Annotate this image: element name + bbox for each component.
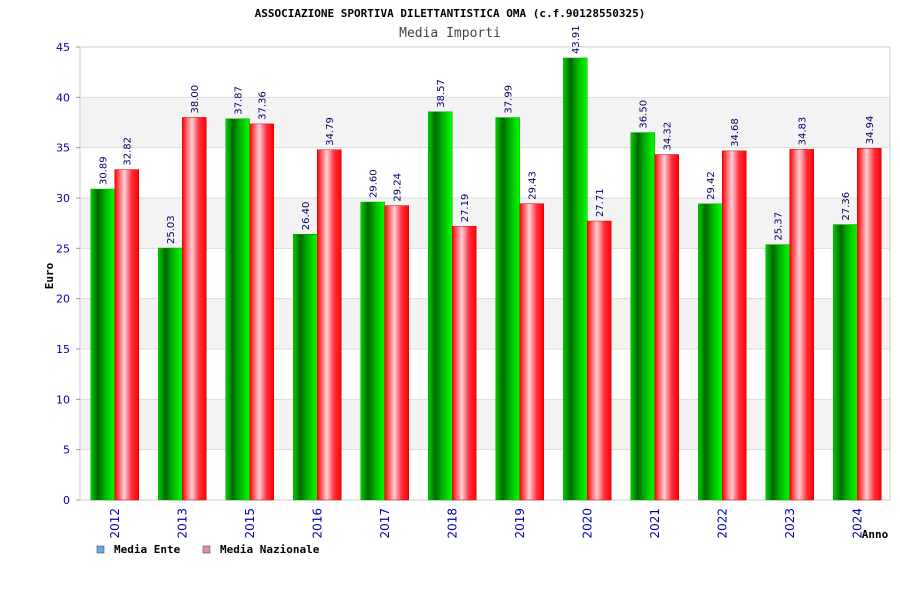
data-label-media-ente-2021: 36.50	[639, 100, 650, 129]
x-tick-label-2013: 2013	[175, 508, 189, 539]
data-label-media-ente-2012: 30.89	[99, 156, 110, 185]
bar-media-ente-2020	[563, 57, 588, 501]
bar-media-ente-2024	[833, 224, 858, 501]
data-label-media-ente-2013: 25.03	[166, 215, 177, 244]
data-label-media-ente-2015: 37.87	[234, 86, 245, 115]
bar-media-nazionale-2017	[384, 205, 409, 501]
bar-media-ente-2015	[225, 118, 250, 501]
plot-band	[80, 147, 890, 198]
bar-media-nazionale-2020	[587, 220, 612, 501]
y-axis-ticks: 0 5 10 15 20 25 30 35 40 45	[56, 41, 80, 507]
data-label-media-ente-2022: 29.42	[706, 171, 717, 200]
bar-media-ente-2017	[360, 201, 385, 501]
plot-band	[80, 97, 890, 148]
data-labels: 30.89 32.82 25.03 38.00 37.87 37.36 26.40 34.79…	[99, 25, 877, 244]
x-tick-label-2017: 2017	[378, 508, 392, 539]
bar-media-ente-2018	[428, 111, 453, 501]
bar-media-nazionale-2018	[452, 226, 477, 501]
legend: Media Ente Media Nazionale	[96, 543, 320, 556]
x-axis-label: Anno	[862, 528, 889, 541]
data-label-media-ente-2019: 37.99	[504, 85, 515, 114]
y-tick-label: 40	[56, 91, 70, 104]
bar-media-ente-2022	[698, 203, 723, 501]
x-tick-label-2018: 2018	[445, 508, 459, 539]
legend-label-media-ente: Media Ente	[114, 543, 181, 556]
plot-frame	[79, 46, 891, 501]
data-label-media-nazionale-2012: 32.82	[123, 137, 134, 166]
x-tick-label-2021: 2021	[648, 508, 662, 539]
legend-label-media-nazionale: Media Nazionale	[220, 543, 320, 556]
x-tick-label-2015: 2015	[243, 508, 257, 539]
data-label-media-nazionale-2013: 38.00	[190, 85, 201, 114]
x-tick-label-2019: 2019	[513, 508, 527, 539]
data-label-media-ente-2024: 27.36	[841, 192, 852, 221]
data-label-media-nazionale-2021: 34.32	[663, 122, 674, 151]
data-label-media-ente-2018: 38.57	[436, 79, 447, 108]
data-label-media-ente-2017: 29.60	[369, 169, 380, 198]
data-label-media-nazionale-2016: 34.79	[325, 117, 336, 146]
bar-media-ente-2021	[630, 132, 655, 501]
data-label-media-ente-2023: 25.37	[774, 212, 785, 241]
bar-media-nazionale-2022	[722, 150, 747, 501]
legend-swatch-media-ente	[96, 545, 105, 554]
y-axis-label: Euro	[43, 262, 56, 289]
y-tick-label: 0	[63, 494, 70, 507]
data-label-media-nazionale-2015: 37.36	[258, 91, 269, 120]
bar-media-nazionale-2023	[789, 149, 814, 501]
bar-media-nazionale-2021	[654, 154, 679, 501]
plot-band	[80, 399, 890, 450]
data-label-media-ente-2016: 26.40	[301, 202, 312, 231]
bar-media-nazionale-2012	[114, 169, 139, 501]
x-tick-label-2012: 2012	[108, 508, 122, 539]
data-label-media-nazionale-2023: 34.83	[798, 117, 809, 146]
data-label-media-ente-2020: 43.91	[571, 25, 582, 54]
bar-media-ente-2013	[158, 247, 183, 501]
bar-media-ente-2012	[90, 188, 115, 501]
x-tick-label-2024: 2024	[850, 508, 864, 539]
chart-title: ASSOCIAZIONE SPORTIVA DILETTANTISTICA OM…	[255, 7, 646, 20]
bar-media-nazionale-2019	[519, 203, 544, 501]
bar-media-nazionale-2013	[182, 117, 207, 501]
y-tick-label: 25	[56, 242, 70, 255]
data-label-media-nazionale-2022: 34.68	[730, 118, 741, 147]
x-tick-label-2022: 2022	[715, 508, 729, 539]
bar-media-ente-2019	[495, 117, 520, 501]
plot-band	[80, 449, 890, 500]
plot-band	[80, 298, 890, 349]
y-tick-label: 20	[56, 293, 70, 306]
data-label-media-nazionale-2017: 29.24	[393, 173, 404, 202]
bars	[90, 57, 882, 501]
plot-band	[80, 349, 890, 400]
y-tick-label: 45	[56, 41, 70, 54]
bar-media-ente-2023	[765, 244, 790, 501]
plot-band	[80, 198, 890, 249]
data-label-media-nazionale-2019: 29.43	[528, 171, 539, 200]
y-tick-label: 35	[56, 142, 70, 155]
data-label-media-nazionale-2018: 27.19	[460, 194, 471, 223]
plot-band	[80, 47, 890, 98]
x-axis-ticks: 2012 2013 2015 2016 2017 2018 2019 2020 2021 2022…	[108, 508, 865, 539]
x-tick-label-2020: 2020	[580, 508, 594, 539]
plot-background	[80, 47, 890, 500]
y-tick-label: 15	[56, 343, 70, 356]
data-label-media-nazionale-2024: 34.94	[865, 116, 876, 145]
plot-band	[80, 248, 890, 299]
x-tick-label-2023: 2023	[783, 508, 797, 539]
chart-subtitle: Media Importi	[399, 26, 501, 41]
y-tick-label: 10	[56, 393, 70, 406]
y-tick-label: 30	[56, 192, 70, 205]
x-tick-label-2016: 2016	[310, 508, 324, 539]
y-tick-label: 5	[63, 444, 70, 457]
bar-media-ente-2016	[293, 233, 318, 501]
data-label-media-nazionale-2020: 27.71	[595, 188, 606, 217]
legend-swatch-media-nazionale	[202, 545, 211, 554]
bar-media-nazionale-2015	[249, 123, 274, 501]
bar-media-nazionale-2016	[317, 149, 342, 501]
bar-media-nazionale-2024	[857, 148, 882, 501]
